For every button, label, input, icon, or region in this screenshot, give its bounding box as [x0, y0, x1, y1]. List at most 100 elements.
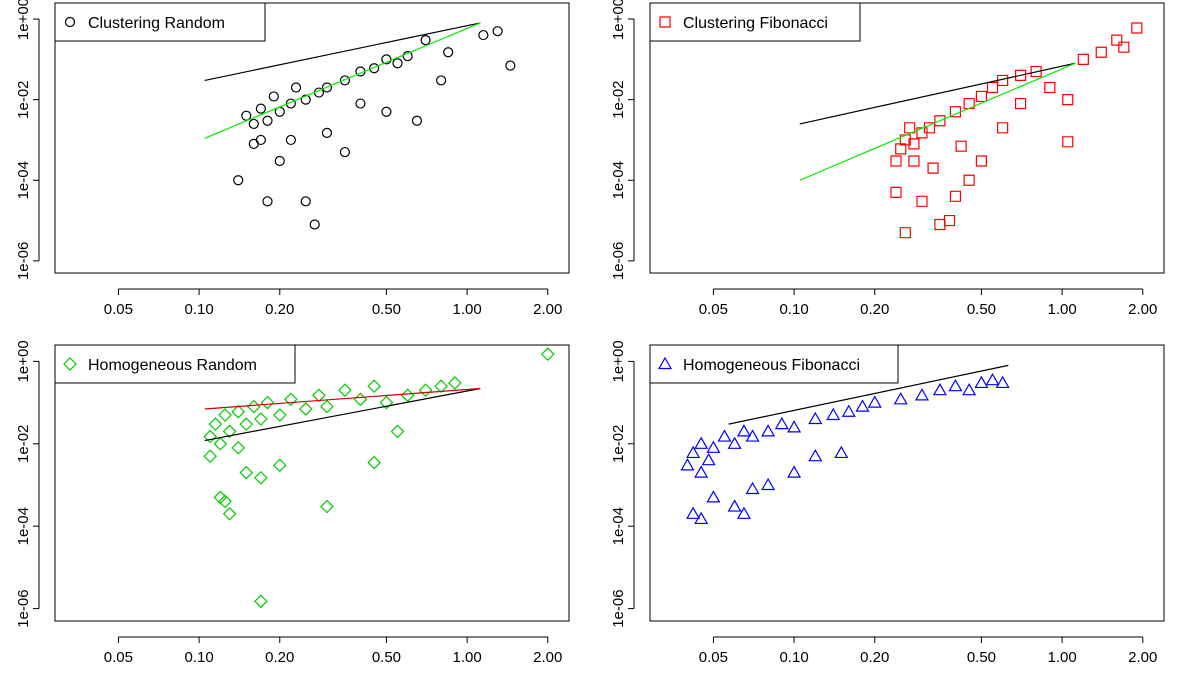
data-point: [255, 134, 266, 146]
legend-label: Clustering Random: [88, 15, 225, 32]
data-point: [300, 94, 311, 105]
data-point: [890, 186, 902, 198]
data-point: [761, 424, 776, 437]
y-tick-label: 1e-04: [15, 507, 32, 545]
data-point: [736, 506, 751, 519]
data-point: [787, 465, 802, 478]
data-point: [694, 436, 709, 449]
data-point: [241, 110, 252, 121]
data-point: [974, 375, 989, 389]
data-point: [948, 378, 963, 392]
data-point: [213, 490, 228, 505]
legend-box: [649, 344, 899, 384]
data-point: [355, 98, 366, 109]
data-point: [761, 477, 776, 491]
data-point: [916, 195, 928, 207]
legend-box: [649, 2, 861, 42]
data-point: [284, 392, 298, 407]
x-tick-label: 0.10: [184, 301, 213, 318]
data-point: [492, 26, 503, 37]
y-tick-label: 1e-06: [610, 589, 627, 627]
data-point: [248, 118, 259, 130]
data-point: [260, 395, 275, 410]
data-point: [231, 440, 246, 455]
data-point: [369, 63, 380, 74]
data-point: [1044, 81, 1056, 94]
data-point: [321, 82, 333, 93]
data-point: [895, 143, 907, 155]
data-point: [1062, 136, 1074, 148]
plot-frame: [649, 344, 1165, 622]
y-tick-label: 1e+00: [15, 0, 32, 40]
y-tick-label: 1e-04: [610, 161, 627, 199]
x-tick-label: 0.10: [184, 649, 213, 666]
fit-line: [204, 22, 481, 139]
data-point: [975, 155, 988, 167]
data-point: [218, 494, 232, 509]
plot-frame: [649, 2, 1165, 274]
data-point: [899, 227, 911, 239]
data-point: [995, 375, 1010, 389]
x-tick-label: 0.10: [779, 649, 808, 666]
data-point: [1111, 34, 1123, 46]
data-point: [253, 470, 268, 485]
x-tick-label: 0.05: [699, 301, 728, 318]
data-point: [1014, 97, 1027, 110]
data-point: [1062, 94, 1074, 106]
data-point: [268, 91, 279, 102]
data-point: [253, 594, 268, 609]
data-point: [727, 499, 742, 512]
x-tick-label: 0.20: [265, 301, 294, 318]
data-point: [963, 174, 975, 186]
data-point: [932, 382, 947, 396]
data-point: [321, 127, 333, 138]
data-point: [320, 499, 334, 514]
fit-line: [799, 62, 1076, 125]
data-point: [231, 404, 246, 419]
y-tick-label: 1e-06: [15, 242, 32, 280]
data-point: [213, 436, 228, 451]
data-point: [478, 29, 489, 41]
x-tick-label: 1.00: [1047, 649, 1076, 666]
data-point: [379, 395, 394, 410]
data-point: [694, 511, 709, 525]
data-point: [787, 420, 802, 433]
legend-box: [54, 2, 266, 42]
panel-homogeneous-random: 0.05 0.10 0.20 0.50 1.00 2.00 1e-06 1e-04 1e-02 1…: [15, 340, 570, 666]
data-point: [934, 218, 946, 231]
data-point: [893, 392, 908, 405]
data-point: [392, 58, 403, 69]
data-point: [443, 47, 454, 58]
data-point: [867, 395, 882, 408]
data-point: [222, 424, 237, 439]
panel-clustering-fibonacci: 0.05 0.10 0.20 0.50 1.00 2.00 1e-06 1e-04 1e-02 1…: [610, 0, 1165, 318]
fit-line: [204, 387, 481, 442]
fit-line: [204, 387, 481, 410]
data-point: [400, 388, 415, 403]
data-point: [943, 214, 956, 227]
data-point: [975, 90, 988, 103]
legend-marker: [63, 357, 77, 371]
x-tick-label: 2.00: [1128, 649, 1157, 666]
data-point: [262, 115, 273, 126]
data-point: [339, 75, 351, 86]
data-point: [808, 448, 823, 462]
data-point: [320, 399, 334, 414]
data-point: [1014, 69, 1027, 81]
data-point: [997, 74, 1009, 87]
plot-frame: [54, 2, 570, 274]
data-point: [949, 106, 962, 118]
data-point: [686, 445, 701, 459]
x-tick-label: 0.20: [265, 649, 294, 666]
x-tick-label: 0.50: [967, 301, 996, 318]
x-tick-label: 1.00: [452, 301, 481, 318]
y-tick-label: 1e-06: [610, 242, 627, 280]
data-point: [834, 445, 849, 459]
data-point: [272, 458, 287, 473]
data-point: [694, 465, 709, 478]
data-point: [239, 417, 254, 431]
data-point: [505, 60, 516, 71]
y-tick-label: 1e-02: [15, 80, 32, 118]
